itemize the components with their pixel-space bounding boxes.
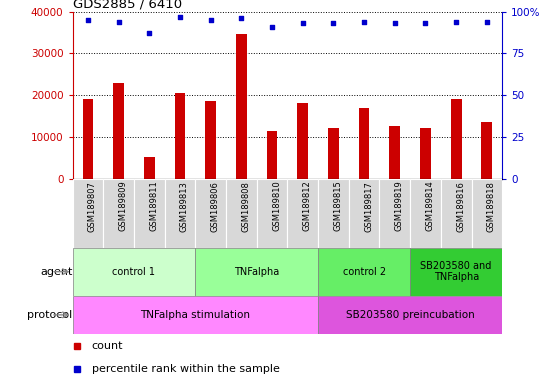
Text: GSM189819: GSM189819 [395, 180, 404, 232]
Bar [349, 179, 379, 248]
Bar [297, 103, 308, 179]
Text: GSM189812: GSM189812 [302, 180, 312, 232]
Text: GSM189818: GSM189818 [487, 180, 496, 232]
Point [390, 20, 399, 26]
Bar [103, 179, 134, 248]
Text: GSM189813: GSM189813 [180, 180, 189, 232]
Text: GSM189808: GSM189808 [241, 180, 251, 232]
Bar [73, 296, 318, 334]
Bar [205, 101, 216, 179]
Bar [482, 122, 492, 179]
Bar [73, 179, 103, 248]
Bar [226, 179, 257, 248]
Point [237, 15, 246, 21]
Point [267, 23, 276, 30]
Text: TNFalpha: TNFalpha [234, 266, 280, 277]
Point [145, 30, 153, 36]
Text: GSM189817: GSM189817 [364, 180, 373, 232]
Text: control 2: control 2 [343, 266, 386, 277]
Bar [287, 179, 318, 248]
Bar [328, 128, 339, 179]
Text: SB203580 preincubation: SB203580 preincubation [346, 310, 474, 320]
Text: control 1: control 1 [112, 266, 156, 277]
Bar [389, 126, 400, 179]
Text: GSM189809: GSM189809 [118, 180, 128, 232]
Bar [236, 35, 247, 179]
Bar [144, 157, 155, 179]
Text: agent: agent [40, 266, 73, 277]
Text: GSM189811: GSM189811 [149, 180, 158, 232]
Text: GSM189810: GSM189810 [272, 180, 281, 232]
Bar [441, 179, 472, 248]
Bar [420, 128, 431, 179]
Point [84, 17, 93, 23]
Bar [175, 93, 185, 179]
Bar [318, 248, 410, 296]
Bar [165, 179, 195, 248]
Point [421, 20, 430, 26]
Text: GSM189816: GSM189816 [456, 180, 465, 232]
Text: protocol: protocol [27, 310, 73, 320]
Bar [73, 248, 195, 296]
Bar [134, 179, 165, 248]
Point [175, 13, 184, 20]
Bar [195, 179, 226, 248]
Bar [379, 179, 410, 248]
Point [359, 18, 368, 25]
Text: TNFalpha stimulation: TNFalpha stimulation [140, 310, 251, 320]
Bar [359, 108, 369, 179]
Bar [195, 248, 318, 296]
Bar [318, 296, 502, 334]
Text: GSM189814: GSM189814 [425, 180, 435, 232]
Bar [410, 248, 502, 296]
Bar [83, 99, 93, 179]
Point [114, 18, 123, 25]
Bar [318, 179, 349, 248]
Point [206, 17, 215, 23]
Text: GDS2885 / 6410: GDS2885 / 6410 [73, 0, 182, 10]
Text: GSM189806: GSM189806 [210, 180, 220, 232]
Point [451, 18, 460, 25]
Text: SB203580 and
TNFalpha: SB203580 and TNFalpha [421, 261, 492, 283]
Bar [410, 179, 441, 248]
Point [298, 20, 307, 26]
Bar [472, 179, 502, 248]
Bar [267, 131, 277, 179]
Bar [257, 179, 287, 248]
Point [482, 18, 491, 25]
Bar [113, 83, 124, 179]
Text: GSM189815: GSM189815 [333, 180, 343, 232]
Bar [451, 99, 461, 179]
Text: percentile rank within the sample: percentile rank within the sample [92, 364, 280, 374]
Text: count: count [92, 341, 123, 351]
Point [329, 20, 338, 26]
Text: GSM189807: GSM189807 [88, 180, 97, 232]
